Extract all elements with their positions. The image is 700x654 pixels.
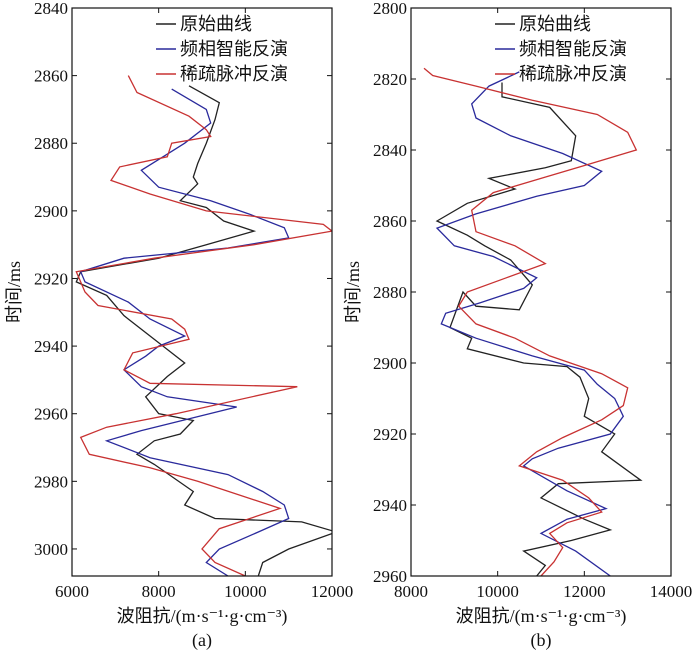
x-tick-label: 10000 <box>224 582 267 601</box>
legend-label: 频相智能反演 <box>519 39 627 59</box>
y-tick-label: 2920 <box>34 269 68 288</box>
x-axis-label: 波阻抗/(m·s⁻¹·g·cm⁻³) <box>456 606 627 627</box>
x-tick-label: 12000 <box>563 582 606 601</box>
panel-a: 6000 8000 10000 12000 2840 2860 2880 2900 2920 29… <box>4 0 353 651</box>
x-tick-label: 8000 <box>142 582 176 601</box>
y-tick-label: 2900 <box>34 202 68 221</box>
panel-b: 8000 10000 12000 14000 2800 2820 2840 2860 2880 2… <box>343 0 692 651</box>
x-tick-label: 10000 <box>476 582 519 601</box>
y-axis-label: 时间/ms <box>343 261 363 323</box>
x-tick-label: 8000 <box>394 582 428 601</box>
y-tick-label: 2940 <box>373 496 407 515</box>
legend-label: 频相智能反演 <box>180 39 288 59</box>
y-tick-label: 2960 <box>34 405 68 424</box>
legend-label: 原始曲线 <box>519 14 591 34</box>
series-line-0 <box>435 82 643 576</box>
legend-label: 稀疏脉冲反演 <box>519 64 627 84</box>
y-tick-label: 2860 <box>373 212 407 231</box>
legend-label: 原始曲线 <box>180 14 252 34</box>
plot-frame <box>71 7 333 577</box>
panel-label: (b) <box>531 630 552 651</box>
y-tick-label: 2980 <box>34 472 68 491</box>
series-line-1 <box>435 71 625 576</box>
series-line-2 <box>75 75 332 576</box>
series-line-0 <box>75 85 332 576</box>
y-tick-label: 2900 <box>373 354 407 373</box>
y-tick-label: 2920 <box>373 425 407 444</box>
y-tick-label: 3000 <box>34 540 68 559</box>
y-tick-label: 2960 <box>373 567 407 586</box>
series-group <box>423 67 643 576</box>
x-tick-label: 12000 <box>311 582 354 601</box>
x-tick-label: 14000 <box>650 582 693 601</box>
series-group <box>75 75 332 576</box>
legend-label: 稀疏脉冲反演 <box>180 64 288 84</box>
y-tick-label: 2880 <box>34 134 68 153</box>
panel-label: (a) <box>192 630 212 651</box>
x-axis-label: 波阻抗/(m·s⁻¹·g·cm⁻³) <box>117 606 288 627</box>
series-line-1 <box>79 88 290 576</box>
y-tick-label: 2840 <box>373 141 407 160</box>
y-axis-label: 时间/ms <box>4 261 24 323</box>
plot-frame <box>410 7 672 577</box>
series-line-2 <box>423 67 638 576</box>
x-tick-label: 6000 <box>55 582 89 601</box>
y-tick-label: 2860 <box>34 67 68 86</box>
y-tick-label: 2880 <box>373 283 407 302</box>
y-tick-label: 2940 <box>34 337 68 356</box>
y-tick-label: 2840 <box>34 0 68 18</box>
y-tick-label: 2800 <box>373 0 407 18</box>
y-tick-label: 2820 <box>373 70 407 89</box>
